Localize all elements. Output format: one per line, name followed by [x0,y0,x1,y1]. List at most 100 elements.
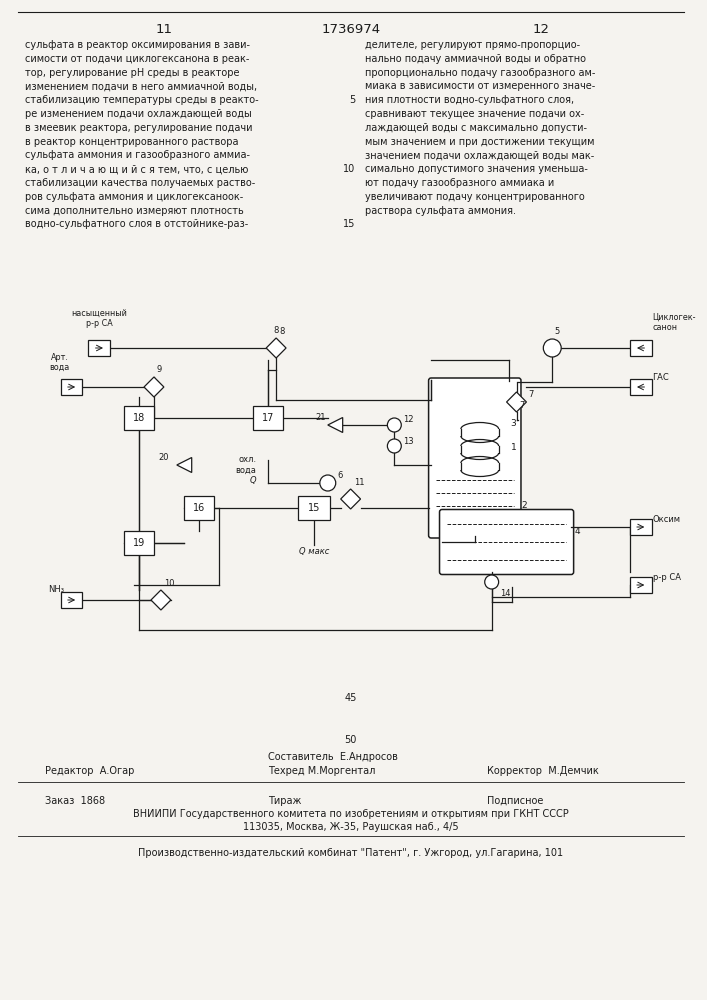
Text: сима дополнительно измеряют плотность: сима дополнительно измеряют плотность [25,206,244,216]
Text: 17: 17 [262,413,274,423]
Bar [61,379,83,395]
Text: мым значением и при достижении текущим: мым значением и при достижении текущим [365,137,594,147]
Text: Составитель  Е.Андросов: Составитель Е.Андросов [268,752,398,762]
Text: ка, о т л и ч а ю щ и й с я тем, что, с целью: ка, о т л и ч а ю щ и й с я тем, что, с … [25,164,248,174]
Text: увеличивают подачу концентрированного: увеличивают подачу концентрированного [365,192,584,202]
Text: сульфата в реактор оксимирования в зави-: сульфата в реактор оксимирования в зави- [25,40,250,50]
Text: Оксим: Оксим [653,516,681,524]
Text: сравнивают текущее значение подачи ох-: сравнивают текущее значение подачи ох- [365,109,584,119]
Text: ре изменением подачи охлаждающей воды: ре изменением подачи охлаждающей воды [25,109,252,119]
Text: миака в зависимости от измеренного значе-: миака в зависимости от измеренного значе… [365,81,595,91]
Text: 8: 8 [274,326,279,335]
Text: 19: 19 [133,538,145,548]
Text: 12: 12 [403,416,414,424]
Bar [630,340,652,356]
Text: 21: 21 [315,412,326,422]
Text: 5: 5 [349,95,356,105]
Polygon shape [144,377,164,397]
Text: тор, регулирование рН среды в реакторе: тор, регулирование рН среды в реакторе [25,68,240,78]
Text: Корректор  М.Демчик: Корректор М.Демчик [486,766,598,776]
Text: 15: 15 [308,503,320,513]
Text: 10: 10 [344,164,356,174]
Bar [61,592,83,608]
Text: 16: 16 [192,503,205,513]
Text: симости от подачи циклогексанона в реак-: симости от подачи циклогексанона в реак- [25,54,249,64]
Text: раствора сульфата аммония.: раствора сульфата аммония. [365,206,515,216]
Text: в змеевик реактора, регулирование подачи: в змеевик реактора, регулирование подачи [25,123,252,133]
Text: делителе, регулируют прямо-пропорцио-: делителе, регулируют прямо-пропорцио- [365,40,580,50]
Text: Заказ  1868: Заказ 1868 [45,796,105,806]
Bar [630,519,652,535]
Circle shape [320,475,336,491]
Text: 15: 15 [343,219,356,229]
Text: 10: 10 [164,579,175,588]
Text: Подписное: Подписное [486,796,543,806]
Text: насыщенный
р-р СА: насыщенный р-р СА [71,309,127,328]
Text: Циклогек-
санон: Циклогек- санон [653,313,696,332]
Circle shape [387,418,402,432]
Polygon shape [507,392,527,412]
Bar [630,577,652,593]
Text: 11: 11 [354,478,364,487]
Text: ния плотности водно-сульфатного слоя,: ния плотности водно-сульфатного слоя, [365,95,573,105]
Text: 5: 5 [554,327,559,336]
Text: стабилизацию температуры среды в реакто-: стабилизацию температуры среды в реакто- [25,95,259,105]
FancyBboxPatch shape [428,378,521,538]
Circle shape [485,575,498,589]
Text: 8: 8 [279,327,284,336]
Polygon shape [341,489,361,509]
Text: водно-сульфатного слоя в отстойнике-раз-: водно-сульфатного слоя в отстойнике-раз- [25,219,248,229]
Text: NH₃: NH₃ [49,585,64,594]
Text: 45: 45 [344,693,357,703]
Text: 113035, Москва, Ж-35, Раушская наб., 4/5: 113035, Москва, Ж-35, Раушская наб., 4/5 [243,822,458,832]
Bar [124,406,154,430]
Text: 7: 7 [528,390,534,399]
Circle shape [387,439,402,453]
Text: ров сульфата аммония и циклогексаноок-: ров сульфата аммония и циклогексаноок- [25,192,243,202]
Text: нально подачу аммиачной воды и обратно: нально подачу аммиачной воды и обратно [365,54,585,64]
Polygon shape [151,590,171,610]
Text: пропорционально подачу газообразного ам-: пропорционально подачу газообразного ам- [365,68,595,78]
Text: охл.
вода: охл. вода [235,455,256,475]
Text: 18: 18 [133,413,145,423]
FancyBboxPatch shape [440,510,573,574]
Text: 20: 20 [158,452,169,462]
Text: 1736974: 1736974 [321,23,380,36]
Text: Редактор  А.Огар: Редактор А.Огар [45,766,134,776]
Text: 12: 12 [533,23,550,36]
Bar [184,496,214,520]
Text: 6: 6 [338,472,343,481]
Polygon shape [328,418,343,432]
Text: 14: 14 [500,589,510,598]
Text: 4: 4 [574,528,580,536]
Text: Техред М.Моргентал: Техред М.Моргентал [268,766,375,776]
Text: 9: 9 [157,365,162,374]
Text: ГАС: ГАС [653,372,670,381]
Text: 50: 50 [344,735,357,745]
Polygon shape [177,458,192,473]
Bar [298,496,329,520]
Text: значением подачи охлаждающей воды мак-: значением подачи охлаждающей воды мак- [365,150,594,160]
Text: Q макс: Q макс [298,547,329,556]
Bar [124,531,154,555]
Text: ВНИИПИ Государственного комитета по изобретениям и открытиям при ГКНТ СССР: ВНИИПИ Государственного комитета по изоб… [133,809,568,819]
Text: Арт.
вода: Арт. вода [49,353,70,372]
Text: 13: 13 [403,436,414,446]
Text: Q: Q [250,476,256,485]
Text: сульфата аммония и газообразного аммиа-: сульфата аммония и газообразного аммиа- [25,150,250,160]
Text: ют подачу газообразного аммиака и: ют подачу газообразного аммиака и [365,178,554,188]
Text: в реактор концентрированного раствора: в реактор концентрированного раствора [25,137,238,147]
Circle shape [543,339,561,357]
Text: изменением подачи в него аммиачной воды,: изменением подачи в него аммиачной воды, [25,81,257,91]
Text: 11: 11 [156,23,173,36]
Text: лаждающей воды с максимально допусти-: лаждающей воды с максимально допусти- [365,123,587,133]
Text: р-р СА: р-р СА [653,574,681,582]
Text: Производственно-издательский комбинат "Патент", г. Ужгород, ул.Гагарина, 101: Производственно-издательский комбинат "П… [138,848,563,858]
Text: 3: 3 [510,418,516,428]
Text: симально допустимого значения уменьша-: симально допустимого значения уменьша- [365,164,588,174]
Text: 7: 7 [520,400,525,410]
Bar [630,379,652,395]
Text: 1: 1 [510,444,516,452]
Text: Тираж: Тираж [268,796,302,806]
Text: 2: 2 [522,502,527,510]
